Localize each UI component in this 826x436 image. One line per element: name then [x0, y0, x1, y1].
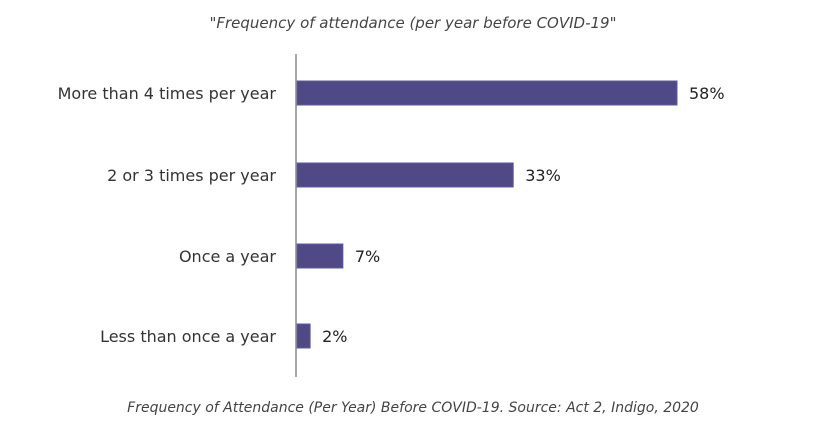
category-label-once-a-year: Once a year: [179, 247, 276, 266]
value-label-less-than-once-a-year: 2%: [322, 327, 347, 346]
category-label-less-than-once-a-year: Less than once a year: [100, 327, 276, 346]
value-label-2-or-3-times-per-year: 33%: [525, 166, 561, 185]
category-label-more-than-4-times-per-year: More than 4 times per year: [58, 84, 277, 103]
bar-less-than-once-a-year: [296, 323, 311, 349]
bars-group: More than 4 times per year 58% 2 or 3 time…: [58, 80, 725, 349]
category-label-2-or-3-times-per-year: 2 or 3 times per year: [107, 166, 276, 185]
chart-caption: Frequency of Attendance (Per Year) Befor…: [127, 400, 699, 416]
chart-title: "Frequency of attendance (per year befor…: [209, 14, 616, 32]
value-label-once-a-year: 7%: [355, 247, 380, 266]
bar-more-than-4-times-per-year: [296, 80, 678, 106]
value-label-more-than-4-times-per-year: 58%: [689, 84, 725, 103]
bar-2-or-3-times-per-year: [296, 162, 514, 188]
bar-once-a-year: [296, 243, 344, 269]
